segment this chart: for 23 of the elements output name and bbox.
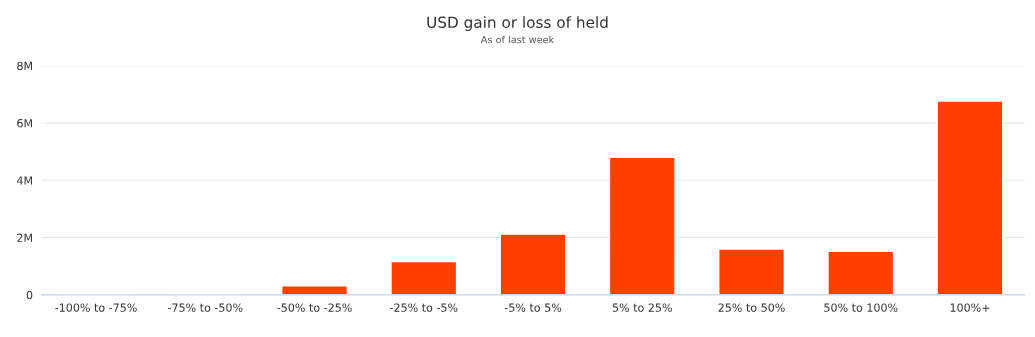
x-tick-label: -5% to 5% bbox=[504, 303, 562, 312]
x-tick-label: 25% to 50% bbox=[718, 303, 785, 312]
y-tick-label: 6M bbox=[17, 118, 32, 128]
x-tick-label: -50% to -25% bbox=[277, 303, 352, 312]
chart-title: USD gain or loss of held bbox=[427, 16, 608, 31]
x-tick-label: 50% to 100% bbox=[824, 303, 898, 312]
bar bbox=[390, 260, 458, 295]
x-tick-label: -75% to -50% bbox=[168, 303, 243, 312]
x-tick-label: 100%+ bbox=[950, 303, 990, 312]
y-tick-label: 8M bbox=[17, 61, 32, 71]
x-tick-label: -100% to -75% bbox=[55, 303, 137, 312]
bar bbox=[608, 156, 676, 295]
bar bbox=[936, 100, 1004, 295]
bar bbox=[827, 250, 895, 295]
chart-subtitle: As of last week bbox=[480, 35, 555, 44]
bar bbox=[718, 248, 785, 295]
x-tick-label: 5% to 25% bbox=[612, 303, 672, 312]
y-tick-label: 4M bbox=[16, 176, 32, 185]
bar bbox=[281, 285, 348, 295]
bar bbox=[499, 233, 567, 295]
y-tick-label: 0 bbox=[26, 290, 33, 300]
x-tick-label: -25% to -5% bbox=[390, 303, 458, 312]
y-tick-label: 2M bbox=[17, 233, 32, 242]
